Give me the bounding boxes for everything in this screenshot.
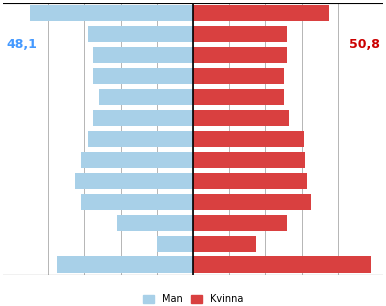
Bar [81, 194, 193, 210]
Bar [75, 173, 193, 189]
Bar [93, 68, 193, 84]
Bar [193, 173, 307, 189]
Bar [157, 236, 193, 252]
Bar [193, 152, 305, 168]
Bar [93, 47, 193, 63]
Bar [81, 152, 193, 168]
Bar [93, 110, 193, 126]
Bar [193, 89, 284, 105]
Bar [193, 236, 256, 252]
Bar [193, 26, 287, 42]
Text: 48,1: 48,1 [7, 38, 37, 51]
Bar [30, 5, 193, 21]
Text: 50,8: 50,8 [349, 38, 379, 51]
Bar [193, 194, 311, 210]
Bar [193, 5, 329, 21]
Bar [57, 256, 193, 273]
Bar [99, 89, 193, 105]
Bar [193, 47, 287, 63]
Legend: Man, Kvinna: Man, Kvinna [139, 291, 247, 306]
Bar [193, 68, 284, 84]
Bar [193, 215, 287, 231]
Bar [117, 215, 193, 231]
Bar [88, 26, 193, 42]
Bar [193, 131, 303, 147]
Bar [193, 256, 371, 273]
Bar [88, 131, 193, 147]
Bar [193, 110, 289, 126]
